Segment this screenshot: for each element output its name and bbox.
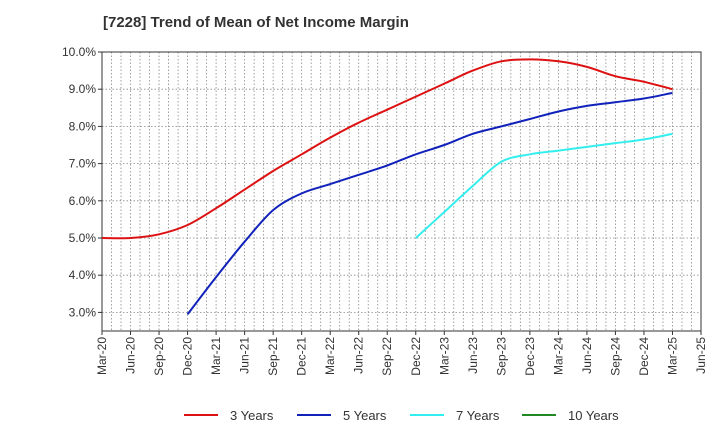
x-axis: Mar-20 Jun-20 Sep-20 Dec-20 Mar-21 Jun-21 Sep-…	[95, 331, 708, 376]
x-tick-label: Mar-23	[437, 337, 451, 375]
legend-item-7-years: 7 Years	[410, 404, 499, 426]
y-tick-label: 10.0%	[62, 45, 96, 59]
x-tick-label: Dec-24	[637, 337, 651, 376]
y-tick-label: 4.0%	[69, 268, 97, 282]
series-line-5-years	[186, 91, 673, 315]
x-tick-label: Jun-25	[694, 337, 708, 374]
legend-label: 10 Years	[568, 407, 619, 423]
y-tick-label: 8.0%	[69, 119, 97, 133]
x-tick-label: Jun-21	[238, 337, 252, 374]
legend-swatch	[522, 414, 556, 416]
x-tick-label: Sep-20	[152, 337, 166, 376]
x-tick-label: Sep-22	[380, 337, 394, 376]
plot-frame	[101, 51, 702, 332]
x-tick-label: Mar-24	[551, 337, 565, 375]
series-line-7-years	[415, 132, 673, 239]
x-tick-label: Dec-23	[523, 337, 537, 376]
legend-label: 7 Years	[456, 407, 500, 423]
x-tick-label: Jun-23	[466, 337, 480, 374]
x-tick-label: Dec-20	[181, 337, 195, 376]
legend-item-5-years: 5 Years	[297, 404, 386, 426]
x-tick-label: Sep-21	[266, 337, 280, 376]
legend-label: 3 Years	[230, 407, 274, 423]
legend: 3 Years 5 Years 7 Years 10 Years	[0, 404, 720, 426]
x-tick-label: Dec-22	[409, 337, 423, 376]
legend-item-10-years: 10 Years	[522, 404, 619, 426]
y-tick-label: 5.0%	[69, 231, 97, 245]
y-tick-label: 9.0%	[69, 82, 97, 96]
y-tick-label: 6.0%	[69, 194, 97, 208]
chart-title: [7228] Trend of Mean of Net Income Margi…	[103, 14, 409, 31]
x-tick-label: Jun-24	[580, 337, 594, 374]
x-tick-label: Jun-22	[352, 337, 366, 374]
legend-swatch	[184, 414, 218, 416]
y-axis: 3.0% 4.0% 5.0% 6.0% 7.0% 8.0% 9.0% 10.0%	[62, 45, 102, 319]
line-chart: 3.0% 4.0% 5.0% 6.0% 7.0% 8.0% 9.0% 10.0% Mar-20…	[62, 45, 708, 376]
x-tick-label: Mar-25	[665, 337, 679, 375]
x-tick-label: Sep-23	[494, 337, 508, 376]
series-line-3-years	[101, 58, 673, 240]
grid-layer	[102, 51, 701, 331]
legend-item-3-years: 3 Years	[184, 404, 273, 426]
series-layer	[101, 58, 673, 315]
x-tick-label: Jun-20	[124, 337, 138, 374]
x-tick-label: Mar-20	[95, 337, 109, 375]
x-tick-label: Dec-21	[295, 337, 309, 376]
x-tick-label: Sep-24	[608, 337, 622, 376]
y-tick-label: 3.0%	[69, 305, 97, 319]
legend-label: 5 Years	[343, 407, 387, 423]
legend-swatch	[297, 414, 331, 416]
x-tick-label: Mar-22	[323, 337, 337, 375]
legend-swatch	[410, 414, 444, 416]
x-tick-label: Mar-21	[209, 337, 223, 375]
y-tick-label: 7.0%	[69, 157, 97, 171]
